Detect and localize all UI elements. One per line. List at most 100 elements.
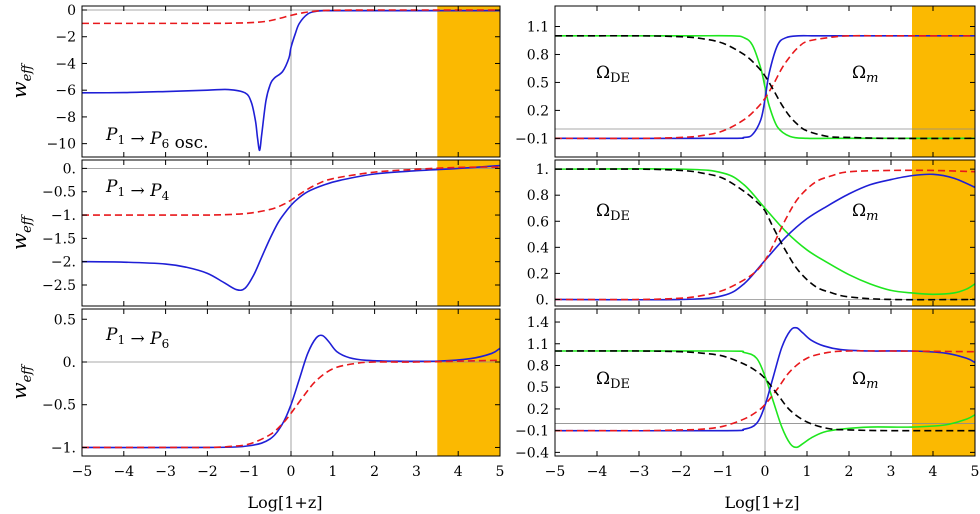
x-tick-label: −1 <box>713 464 734 480</box>
y-tick-label: −10 <box>46 137 76 153</box>
series-line-red-dashed <box>82 166 500 216</box>
panel-annotation: P1 → P4 <box>105 177 170 203</box>
series-line-green <box>555 168 975 296</box>
x-tick-label: 2 <box>845 464 854 480</box>
y-tick-label: −0.4 <box>515 445 549 461</box>
y-axis-label: weff <box>7 363 35 400</box>
x-tick-label: 5 <box>971 464 980 480</box>
series-group <box>82 164 500 292</box>
panel-left-middle: 0. −0.5 −1. −1.5 −2. −2.5 weff P1 → P4 <box>7 159 501 307</box>
x-tick-label: 1 <box>328 464 337 480</box>
y-tick-label: −1.5 <box>42 231 76 247</box>
panel-right-bottom: 1.4 1.1 0.8 0.5 0.2 −0.1 −0.4 −5 −4 −3 −2 −1 0 1 2 3 4 5 Ω… <box>515 308 980 480</box>
y-tick-label: 0.2 <box>527 266 549 282</box>
y-tick-label: 1.4 <box>527 315 549 331</box>
y-axis-label: weff <box>7 62 35 99</box>
x-tick-label: 4 <box>454 464 463 480</box>
x-tick-label: 0 <box>761 464 770 480</box>
omega-label: ΩDE <box>596 369 630 392</box>
x-tick-label: 5 <box>496 464 505 480</box>
y-tick-label: 0.8 <box>527 358 549 374</box>
x-tick-label: 4 <box>929 464 938 480</box>
panel-left-top: 0 −2 −4 −6 −8 −10 weff P1 → P6 osc. <box>7 3 501 158</box>
y-tick-label: 0.6 <box>527 214 549 230</box>
y-tick-label: 0.4 <box>527 240 549 256</box>
omega-label: Ωm <box>852 63 878 86</box>
y-tick-label: 0. <box>63 161 76 177</box>
y-tick-label: −0.1 <box>515 424 549 440</box>
y-tick-label: 0. <box>63 355 76 371</box>
y-tick-label: −8 <box>55 110 76 126</box>
x-tick-label: −2 <box>197 464 218 480</box>
x-tick-label: 3 <box>412 464 421 480</box>
y-tick-label: −1. <box>51 440 76 456</box>
shaded-region <box>912 6 975 157</box>
y-tick-label: 0.5 <box>527 75 549 91</box>
x-tick-label: −5 <box>72 464 93 480</box>
shaded-region <box>912 160 975 306</box>
y-tick-label: 0 <box>67 3 76 19</box>
panel-right-top: 1.1 0.8 0.5 0.2 −0.1 ΩDE Ωm <box>515 5 976 158</box>
x-tick-label: 3 <box>887 464 896 480</box>
y-tick-label: −2. <box>51 255 76 271</box>
shaded-region <box>437 6 500 157</box>
x-axis-label-right: Log[1+z] <box>725 493 800 512</box>
x-tick-label: −3 <box>155 464 176 480</box>
series-line-black-dashed <box>555 168 975 301</box>
x-tick-label: 0 <box>287 464 296 480</box>
y-tick-label: 0.2 <box>527 103 549 119</box>
x-tick-label: −4 <box>587 464 608 480</box>
series-line-red-dashed <box>82 9 500 25</box>
series-line-blue <box>82 164 500 292</box>
y-tick-label: −1. <box>51 208 76 224</box>
series-line-blue <box>555 34 975 140</box>
y-tick-label: 1.1 <box>527 337 549 353</box>
panel-annotation: P1 → P6 osc. <box>105 125 209 153</box>
y-tick-label: 0.8 <box>527 188 549 204</box>
panel-left-bottom: 0.5 0. −0.5 −1. −5 −4 −3 −2 −1 0 1 2 3 4 5 weff P1 → P6 <box>7 308 505 480</box>
y-tick-label: 0. <box>536 292 549 308</box>
y-tick-label: −0.1 <box>515 131 549 147</box>
x-tick-label: 2 <box>370 464 379 480</box>
y-tick-label: 0.5 <box>527 380 549 396</box>
omega-label: ΩDE <box>596 63 630 86</box>
shaded-region <box>437 309 500 456</box>
series-group <box>82 334 500 449</box>
x-axis-label-left: Log[1+z] <box>248 493 323 512</box>
panel-right-middle: 1. 0.8 0.6 0.4 0.2 0. ΩDE Ωm <box>527 159 976 308</box>
omega-label: Ωm <box>852 369 878 392</box>
y-tick-label: −0.5 <box>42 185 76 201</box>
panel-annotation: P1 → P6 <box>105 325 169 351</box>
y-tick-label: −6 <box>55 83 76 99</box>
shaded-region <box>437 160 500 306</box>
y-tick-label: 0.8 <box>527 47 549 63</box>
series-line-red-dashed <box>555 169 975 301</box>
x-tick-label: −3 <box>629 464 650 480</box>
y-tick-label: −0.5 <box>42 398 76 414</box>
series-group <box>555 168 975 301</box>
x-tick-label: −1 <box>239 464 260 480</box>
series-group <box>555 34 975 140</box>
y-tick-label: −4 <box>55 56 76 72</box>
y-tick-label: 0.2 <box>527 402 549 418</box>
y-tick-label: −2 <box>55 30 76 46</box>
series-line-green <box>555 350 975 449</box>
omega-label: Ωm <box>852 201 878 224</box>
series-line-red-dashed <box>555 34 975 140</box>
x-tick-label: −5 <box>545 464 566 480</box>
y-axis-label: weff <box>7 213 35 250</box>
y-tick-label: −2.5 <box>42 278 76 294</box>
series-group <box>82 9 500 152</box>
omega-label: ΩDE <box>596 201 630 224</box>
y-tick-label: 0.5 <box>54 312 76 328</box>
series-line-red-dashed <box>82 359 500 449</box>
series-line-black-dashed <box>555 34 975 140</box>
x-tick-label: −2 <box>671 464 692 480</box>
y-tick-label: 1. <box>536 162 549 178</box>
x-tick-label: 1 <box>803 464 812 480</box>
series-line-blue <box>555 173 975 301</box>
x-tick-label: −4 <box>113 464 134 480</box>
series-group <box>555 326 975 449</box>
